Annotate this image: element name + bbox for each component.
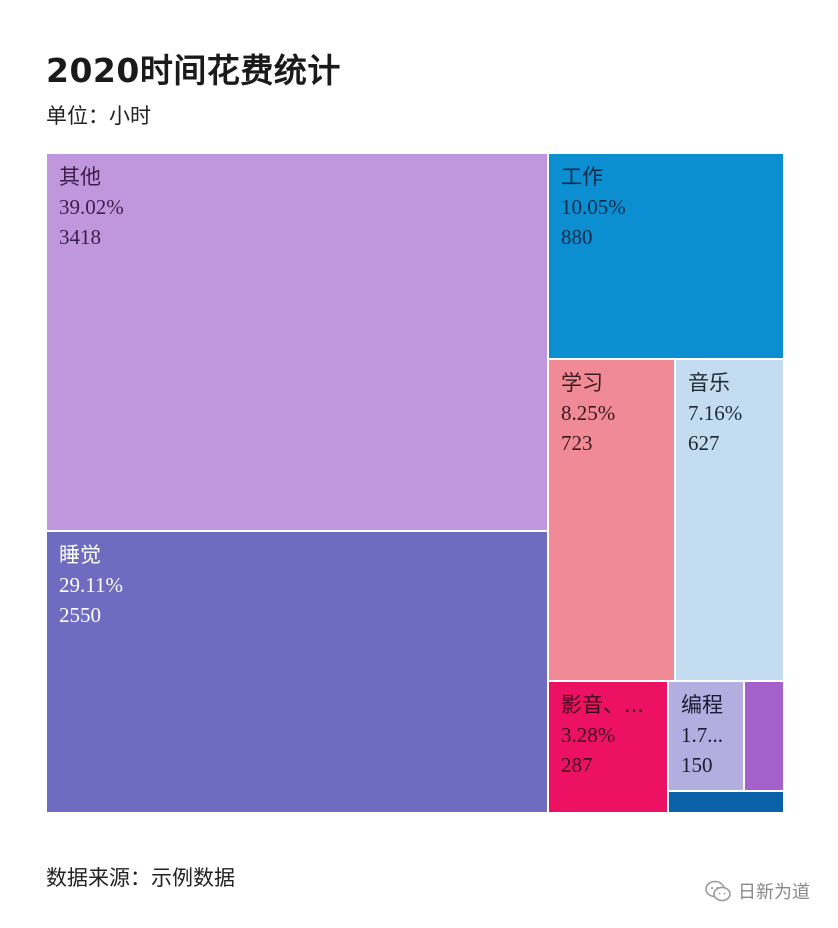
chart-title: 2020时间花费统计 (46, 51, 341, 90)
treemap-tile (668, 791, 784, 813)
watermark-text: 日新为道 (738, 882, 810, 903)
tile-labels: 工作 10.05% 880 (561, 162, 626, 252)
treemap-tile: 影音、... 3.28% 287 (548, 681, 668, 813)
tile-percent-label: 8.25% (561, 401, 616, 425)
tile-name-label: 其他 (59, 165, 101, 189)
tile-labels: 影音、... 3.28% 287 (561, 690, 644, 780)
tile-value-label: 287 (561, 753, 593, 777)
treemap-tile: 工作 10.05% 880 (548, 153, 784, 359)
tile-value-label: 627 (688, 431, 720, 455)
data-source: 数据来源：示例数据 (46, 866, 235, 890)
tile-labels: 睡觉 29.11% 2550 (59, 540, 123, 630)
tile-name-label: 影音、... (561, 693, 645, 717)
tile-percent-label: 10.05% (561, 195, 626, 219)
tile-labels: 音乐 7.16% 627 (688, 368, 742, 458)
tile-value-label: 880 (561, 225, 593, 249)
treemap-chart: 其他 39.02% 3418 睡觉 29.11% 2550 工作 10.05% 880 学习 8.2… (46, 153, 784, 813)
treemap-tile: 其他 39.02% 3418 (46, 153, 548, 531)
tile-percent-label: 3.28% (561, 723, 616, 747)
tile-percent-label: 29.11% (59, 573, 123, 597)
tile-value-label: 3418 (59, 225, 101, 249)
wechat-icon (705, 880, 731, 902)
tile-value-label: 723 (561, 431, 593, 455)
tile-percent-label: 7.16% (688, 401, 743, 425)
tile-labels: 学习 8.25% 723 (561, 368, 615, 458)
tile-percent-label: 1.7... (681, 723, 723, 747)
tile-name-label: 工作 (561, 165, 603, 189)
tile-labels: 其他 39.02% 3418 (59, 162, 124, 252)
tile-labels: 编程 1.7... 150 (681, 690, 723, 780)
treemap-tile (744, 681, 784, 791)
tile-name-label: 音乐 (688, 371, 730, 395)
tile-name-label: 学习 (561, 371, 603, 395)
tile-value-label: 150 (681, 753, 713, 777)
tile-percent-label: 39.02% (59, 195, 124, 219)
tile-name-label: 睡觉 (59, 543, 101, 567)
chart-subtitle: 单位：小时 (46, 104, 151, 128)
treemap-tile: 睡觉 29.11% 2550 (46, 531, 548, 813)
treemap-tile: 音乐 7.16% 627 (675, 359, 784, 681)
watermark: 日新为道 (704, 878, 810, 904)
tile-value-label: 2550 (59, 603, 101, 627)
treemap-tile: 学习 8.25% 723 (548, 359, 675, 681)
tile-name-label: 编程 (681, 693, 723, 717)
treemap-tile: 编程 1.7... 150 (668, 681, 744, 791)
